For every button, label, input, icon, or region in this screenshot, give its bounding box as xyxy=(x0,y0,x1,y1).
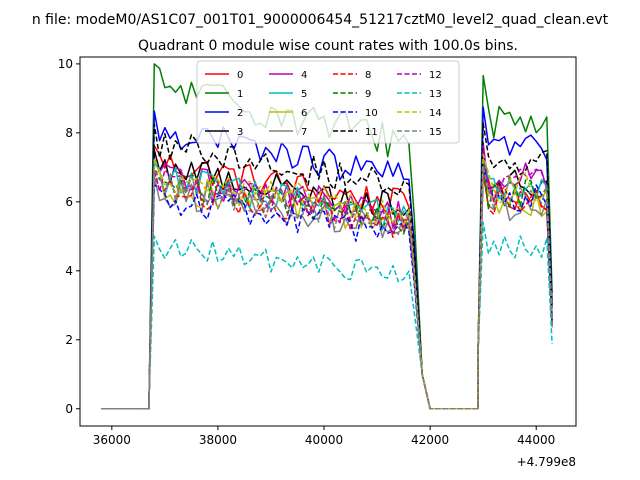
y-tick-label: 8 xyxy=(65,126,73,140)
legend-label-6: 6 xyxy=(301,108,307,119)
y-tick-label: 2 xyxy=(65,333,73,347)
series-line-6 xyxy=(101,170,553,410)
legend-label-2: 2 xyxy=(237,108,243,119)
x-offset-label: +4.799e8 xyxy=(517,455,576,469)
x-tick-label: 38000 xyxy=(199,433,237,447)
series-line-12 xyxy=(101,150,553,410)
plot-frame xyxy=(79,56,577,427)
x-tick-label: 40000 xyxy=(305,433,343,447)
legend-label-7: 7 xyxy=(301,127,307,138)
legend-label-1: 1 xyxy=(237,89,243,100)
y-tick-label: 10 xyxy=(58,57,73,71)
series-line-10 xyxy=(101,166,553,410)
legend-label-13: 13 xyxy=(429,89,442,100)
series-line-14 xyxy=(101,154,553,410)
y-tick-label: 6 xyxy=(65,195,73,209)
legend-label-0: 0 xyxy=(237,70,243,81)
series-line-8 xyxy=(101,170,553,410)
legend-label-3: 3 xyxy=(237,127,243,138)
legend-label-8: 8 xyxy=(365,70,371,81)
series-line-0 xyxy=(101,145,553,410)
legend-label-9: 9 xyxy=(365,89,371,100)
series-line-7 xyxy=(101,174,553,410)
figure-suptitle: n file: modeM0/AS1C07_001T01_9000006454_… xyxy=(32,12,609,28)
x-tick-label: 36000 xyxy=(93,433,131,447)
series-line-11 xyxy=(101,122,553,410)
series-line-15 xyxy=(101,166,553,410)
legend-label-11: 11 xyxy=(365,127,378,138)
legend-label-4: 4 xyxy=(301,70,307,81)
chart-title: Quadrant 0 module wise count rates with … xyxy=(138,38,518,54)
series-line-13 xyxy=(101,221,553,410)
y-tick-label: 0 xyxy=(65,402,73,416)
y-tick-label: 4 xyxy=(65,264,73,278)
legend-label-5: 5 xyxy=(301,89,307,100)
legend-label-14: 14 xyxy=(429,108,442,119)
x-tick-label: 42000 xyxy=(411,433,449,447)
legend-label-15: 15 xyxy=(429,127,442,138)
legend-label-12: 12 xyxy=(429,70,442,81)
x-tick-label: 44000 xyxy=(517,433,555,447)
legend-box xyxy=(196,60,460,144)
legend-label-10: 10 xyxy=(365,108,378,119)
